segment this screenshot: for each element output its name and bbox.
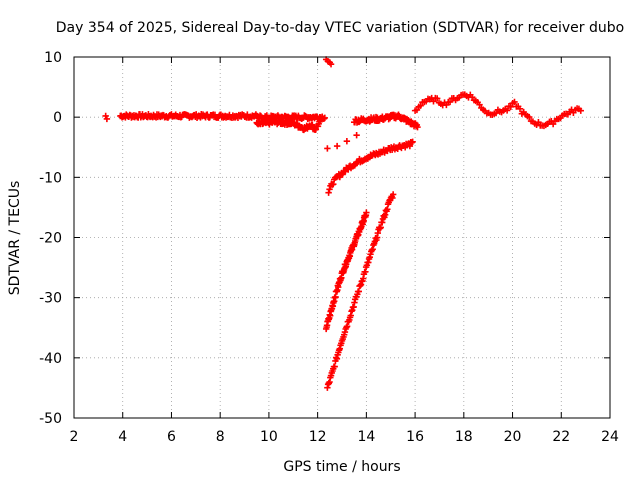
- point-evening-band: [535, 118, 542, 126]
- point-evening-band: [507, 103, 515, 111]
- point-evening-band: [492, 109, 500, 117]
- point-steep-branch-b: [355, 288, 363, 295]
- x-axis-label: GPS time / hours: [283, 459, 400, 475]
- point-baseline-late-morning: [321, 114, 329, 122]
- y-tick-labels: 10 0 -10 -20 -30 -40 -50: [39, 50, 62, 427]
- point-long-recovery: [406, 142, 414, 150]
- x-tick-label: 24: [601, 429, 619, 445]
- point-evening-band: [446, 98, 454, 106]
- y-tick-label: -30: [39, 291, 62, 307]
- point-steep-branch-a: [332, 293, 339, 301]
- x-tick-label: 10: [260, 429, 278, 445]
- y-tick-label: -40: [39, 351, 62, 367]
- point-afternoon-rise: [414, 123, 421, 131]
- point-evening-band: [577, 107, 584, 114]
- x-tick-label: 6: [167, 429, 176, 445]
- point-steep-branch-b: [331, 363, 338, 370]
- y-tick-label: 10: [44, 50, 62, 66]
- point-spike-top: [327, 61, 335, 68]
- point-steep-branch-a: [363, 209, 370, 216]
- point-evening-band: [503, 107, 511, 114]
- x-tick-label: 2: [70, 429, 79, 445]
- x-tick-label: 4: [118, 429, 127, 445]
- point-evening-band: [516, 105, 524, 113]
- x-tick-label: 18: [455, 429, 473, 445]
- y-tick-label: -20: [39, 231, 62, 247]
- y-tick-label: -50: [39, 411, 62, 427]
- point-evening-band: [511, 98, 518, 106]
- y-tick-label: 0: [53, 110, 62, 126]
- point-long-recovery: [330, 180, 337, 188]
- point-evening-band: [417, 102, 424, 109]
- point-short-rise: [353, 132, 360, 139]
- point-long-recovery: [325, 189, 332, 196]
- point-short-rise: [333, 142, 341, 150]
- point-long-recovery: [409, 138, 416, 146]
- point-short-rise: [343, 138, 351, 145]
- x-tick-label: 16: [406, 429, 424, 445]
- point-evening-band: [526, 113, 533, 121]
- point-evening-band: [476, 101, 483, 108]
- point-long-recovery: [326, 186, 333, 193]
- axis-ticks: [73, 56, 611, 419]
- point-isolated-point: [102, 112, 109, 120]
- point-evening-band: [430, 98, 437, 105]
- x-tick-label: 12: [309, 429, 327, 445]
- point-evening-band: [433, 95, 441, 102]
- x-tick-label: 8: [216, 429, 225, 445]
- y-axis-label: SDTVAR / TECUs: [7, 181, 23, 296]
- data-marks: [102, 56, 584, 391]
- x-tick-labels: 2 4 6 8 10 12 14 16 18 20 22 24: [70, 429, 619, 445]
- point-short-rise: [324, 145, 331, 152]
- x-tick-label: 22: [552, 429, 570, 445]
- grid: [74, 57, 610, 418]
- point-isolated-point: [103, 115, 111, 123]
- point-steep-branch-b: [389, 191, 397, 198]
- y-tick-label: -10: [39, 170, 62, 186]
- x-tick-label: 20: [504, 429, 522, 445]
- x-tick-label: 14: [357, 429, 375, 445]
- chart-title: Day 354 of 2025, Sidereal Day-to-day VTE…: [56, 20, 624, 36]
